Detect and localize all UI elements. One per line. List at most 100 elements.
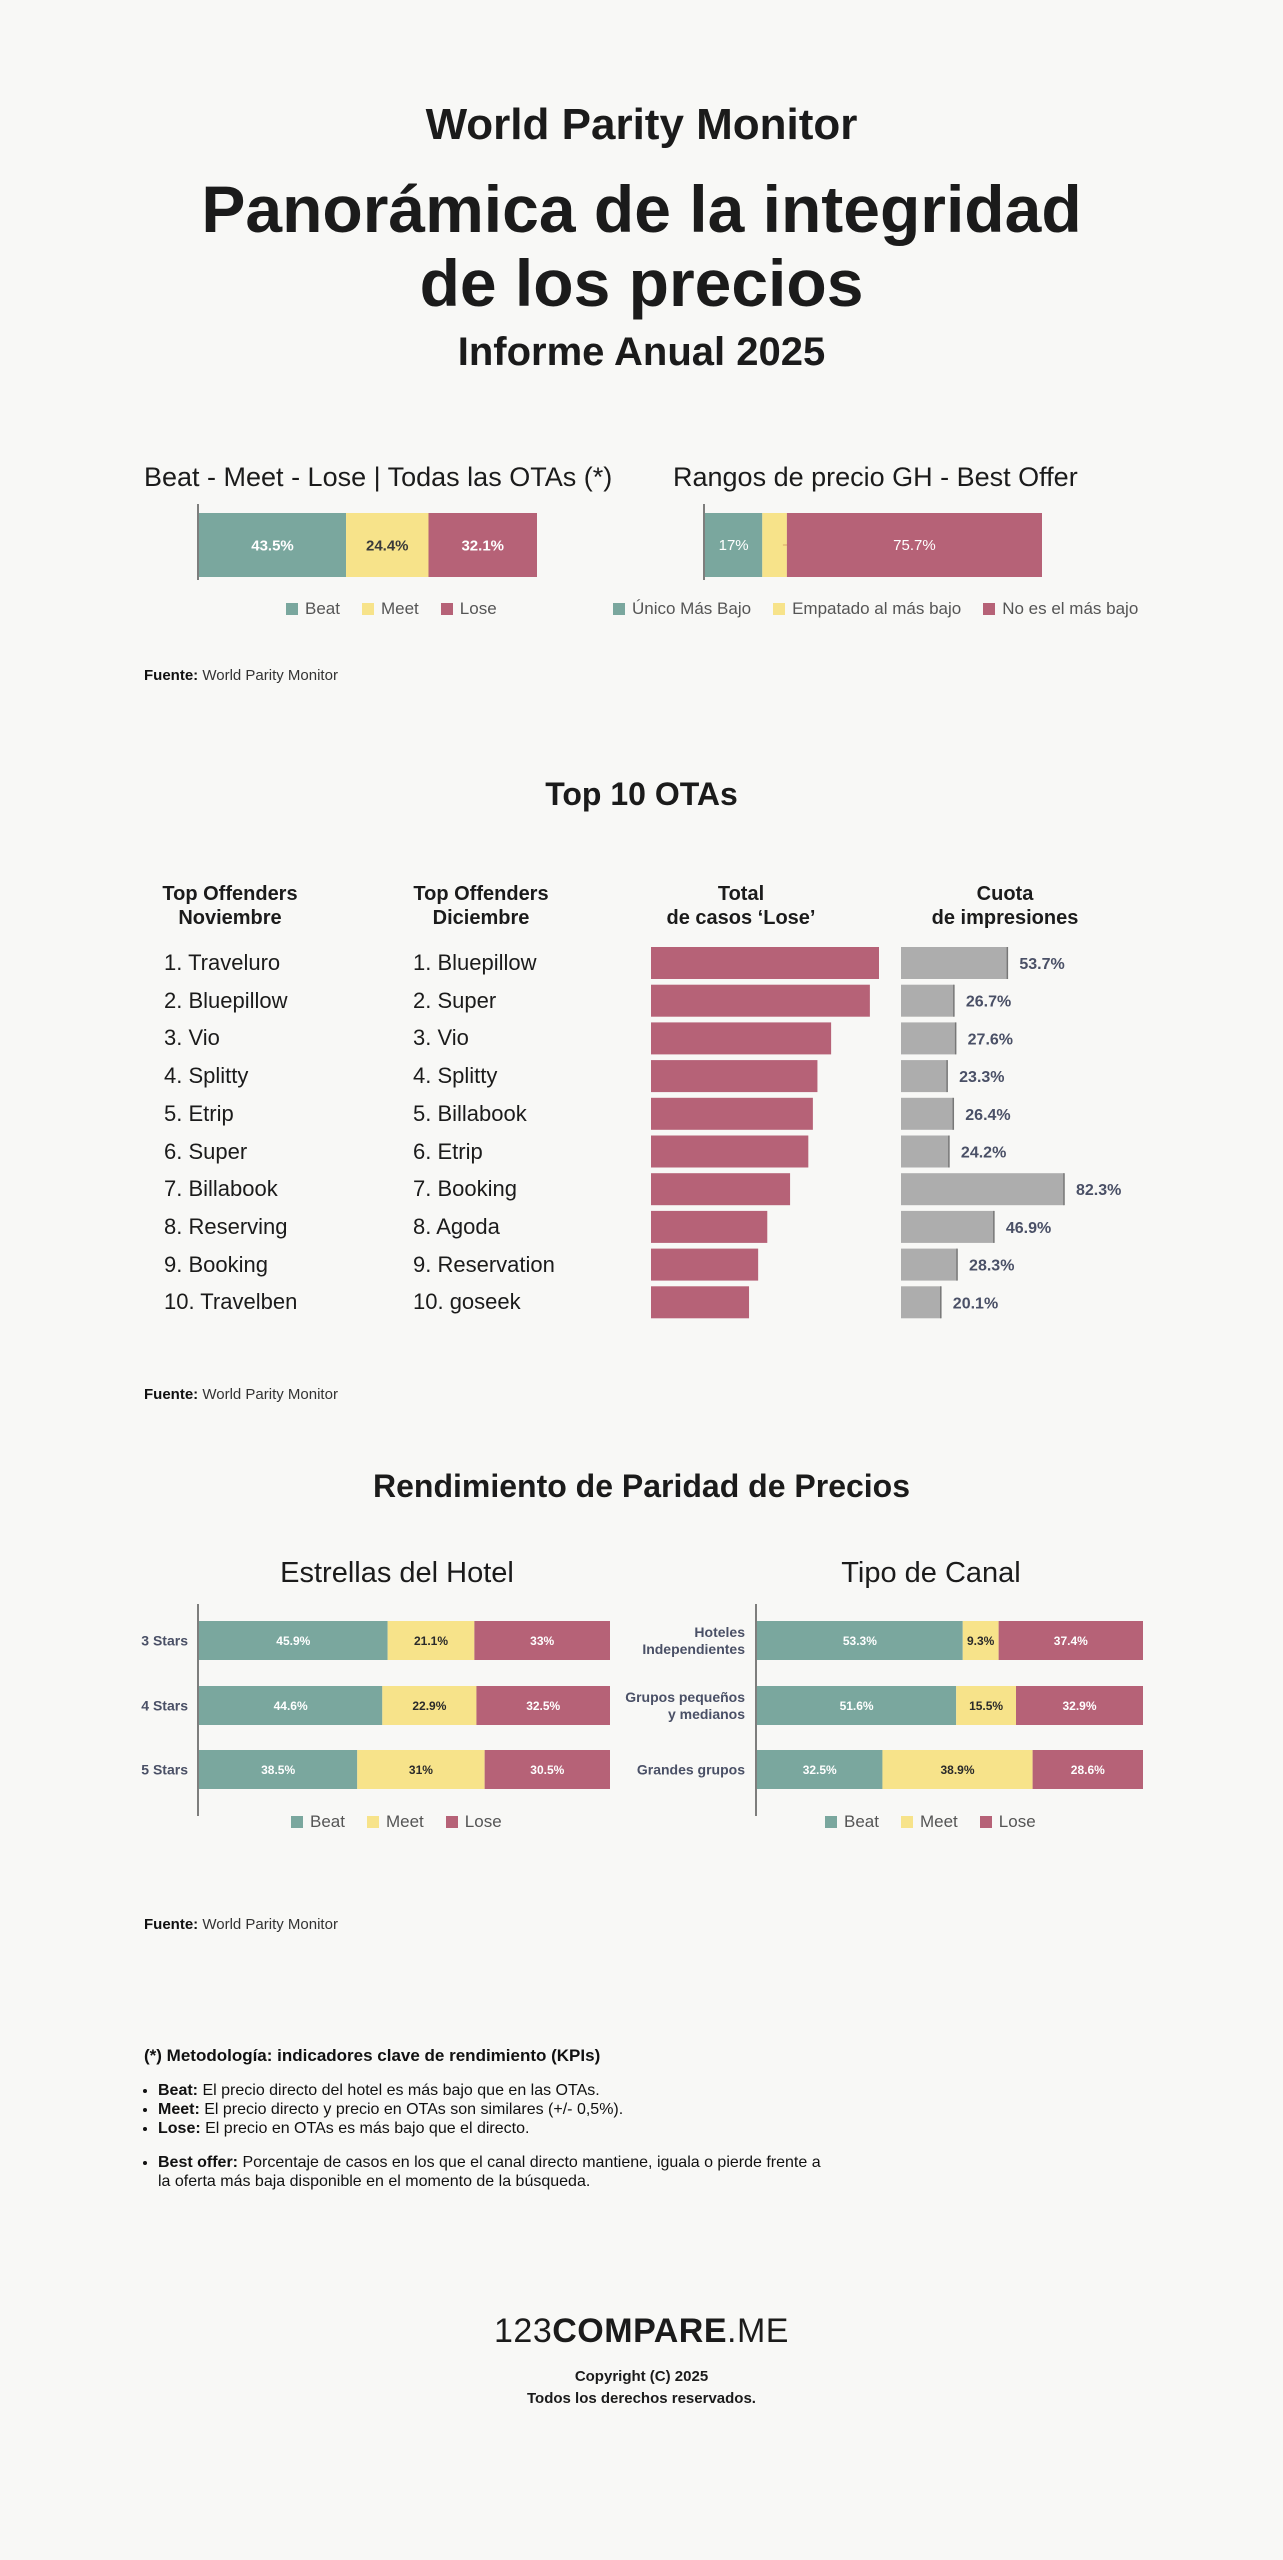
legend-swatch-empatado (773, 603, 786, 615)
channel-category-label: Grandes grupos (637, 1762, 745, 1778)
methodology-kpi-list: Beat: El precio directo del hotel es más… (144, 2081, 824, 2138)
december-offender-item: 10. goseek (413, 1289, 521, 1315)
total-lose-bar (651, 1135, 809, 1168)
share-label: 20.1% (953, 1295, 998, 1312)
share-label: 46.9% (1006, 1220, 1051, 1237)
november-offender-item: 10. Travelben (164, 1289, 298, 1315)
methodology-beat: Beat: El precio directo del hotel es más… (158, 2081, 824, 2100)
share-label: 23.3% (959, 1069, 1004, 1086)
legend-swatch-beat (291, 1816, 303, 1828)
legend-item-empatado: Empatado al más bajo (773, 599, 961, 619)
col-head-share: Cuota de impresiones (905, 882, 1105, 930)
stars-chart-title: Estrellas del Hotel (280, 1557, 514, 1589)
report-subtitle: Informe Anual 2025 (457, 330, 826, 374)
source-text: World Parity Monitor (202, 667, 338, 684)
stars-label-lose: 30.5% (530, 1763, 564, 1777)
col-head-december-line1: Top Offenders (413, 883, 549, 905)
col-head-december-line2: Diciembre (432, 907, 530, 929)
methodology-meet-text: El precio directo y precio en OTAs son s… (199, 2101, 624, 2118)
best-offer-bar-no-bajo (786, 513, 1042, 577)
stars-bar-lose (484, 1750, 610, 1789)
channel-category-label: Independientes (642, 1641, 745, 1657)
bml-all-legend: Beat Meet Lose (286, 599, 497, 619)
legend-swatch-lose (445, 1816, 458, 1828)
source-text: World Parity Monitor (202, 1386, 338, 1403)
section3-charts: 3 Stars 45.9% 21.1% 33% 4 Stars 44.6% 22.9% 32.… (141, 1604, 1143, 1816)
methodology-lose: Lose: El precio en OTAs es más bajo que … (158, 2119, 824, 2138)
channel-bar-meet (956, 1686, 1017, 1725)
stars-category-label: 5 Stars (141, 1762, 188, 1778)
legend-item-meet: Meet (366, 1812, 424, 1832)
stars-label-lose: 33% (530, 1634, 554, 1648)
methodology: (*) Metodología: indicadores clave de re… (144, 2046, 824, 2191)
december-list: 1. Bluepillow 2. Super 3. Vio 4. Splitty 5. … (413, 944, 555, 1321)
stars-bar-meet (387, 1621, 475, 1660)
november-offender-item: 5. Etrip (164, 1100, 234, 1126)
rights-reserved: Todos los derechos reservados. (527, 2390, 756, 2407)
channel-label-beat: 53.3% (843, 1634, 877, 1648)
december-offender-item: 5. Billabook (413, 1100, 527, 1126)
share-bar (901, 1097, 954, 1130)
channel-bar-lose (1032, 1750, 1143, 1789)
december-offender-item: 9. Reservation (413, 1251, 555, 1277)
stars-category-label: 3 Stars (141, 1633, 188, 1649)
november-list: 1. Traveluro 2. Bluepillow 3. Vio 4. Splitt… (164, 944, 297, 1321)
legend-swatch-beat (286, 603, 298, 615)
col-head-total-line1: Total (717, 883, 765, 905)
december-offender-item: 8. Agoda (413, 1213, 500, 1239)
best-offer-bar-empatado (762, 513, 787, 577)
channel-label-beat: 51.6% (840, 1699, 874, 1713)
legend-swatch-lose (440, 603, 453, 615)
stars-label-beat: 44.6% (274, 1699, 308, 1713)
legend-item-lose: Lose (979, 1812, 1036, 1832)
source-label: Fuente: (144, 667, 199, 684)
best-offer-title: Rangos de precio GH - Best Offer (673, 462, 1078, 492)
col-head-share-line1: Cuota (976, 883, 1034, 905)
legend-label-lose: Lose (464, 1812, 502, 1831)
november-offender-item: 2. Bluepillow (164, 987, 288, 1013)
legend-label-beat: Beat (305, 599, 340, 618)
total-lose-bar (651, 1286, 750, 1319)
stars-bar-meet (382, 1686, 477, 1725)
brand-part-2: COMPARE (552, 2312, 728, 2350)
channel-category-label: Hoteles (694, 1624, 745, 1640)
december-offender-item: 3. Vio (413, 1025, 469, 1051)
channel-bar-meet (882, 1750, 1033, 1789)
channel-label-meet: 38.9% (941, 1763, 975, 1777)
brand-logo: 123COMPARE.ME (0, 2312, 1283, 2351)
channel-bar-meet (962, 1621, 999, 1660)
brand-part-1: 123 (494, 2312, 553, 2350)
legend-item-lose: Lose (440, 599, 497, 619)
stars-bar-meet (357, 1750, 485, 1789)
report-supertitle: World Parity Monitor (425, 100, 858, 149)
november-offender-item: 6. Super (164, 1138, 248, 1164)
legend-item-beat: Beat (291, 1812, 345, 1832)
methodology-best-text: Porcentaje de casos en los que el canal … (158, 2154, 821, 2190)
bml-all-bar-beat (199, 513, 347, 577)
total-lose-bar (651, 1248, 759, 1281)
bml-all-label-lose: 32.1% (461, 537, 504, 554)
legend-swatch-no-bajo (983, 603, 996, 615)
top10-title: Top 10 OTAs (545, 776, 738, 812)
channel-bar-beat (757, 1621, 963, 1660)
legend-label-no-bajo: No es el más bajo (1002, 599, 1139, 618)
best-offer-legend: Único Más Bajo Empatado al más bajo No e… (613, 599, 1138, 619)
methodology-lose-text: El precio en OTAs es más bajo que el dir… (200, 2120, 530, 2137)
legend-label-meet: Meet (385, 1812, 424, 1831)
legend-swatch-meet (900, 1816, 913, 1828)
december-offender-item: 1. Bluepillow (413, 950, 537, 975)
channel-category-label: Grupos pequeños (625, 1689, 745, 1705)
legend-swatch-meet (361, 603, 374, 615)
legend-item-beat: Beat (825, 1812, 879, 1832)
share-bar (901, 984, 954, 1017)
stars-label-meet: 21.1% (414, 1634, 448, 1648)
legend-label-empatado: Empatado al más bajo (792, 599, 962, 618)
channel-label-meet: 15.5% (969, 1699, 1003, 1713)
stars-bar-beat (199, 1686, 383, 1725)
share-label: 26.4% (965, 1107, 1010, 1124)
methodology-beat-term: Beat: (158, 2082, 199, 2099)
channel-label-lose: 32.9% (1062, 1699, 1096, 1713)
share-bar (901, 1060, 948, 1093)
november-offender-item: 4. Splitty (164, 1063, 249, 1089)
col-head-total-line2: de casos ‘Lose’ (666, 907, 816, 929)
